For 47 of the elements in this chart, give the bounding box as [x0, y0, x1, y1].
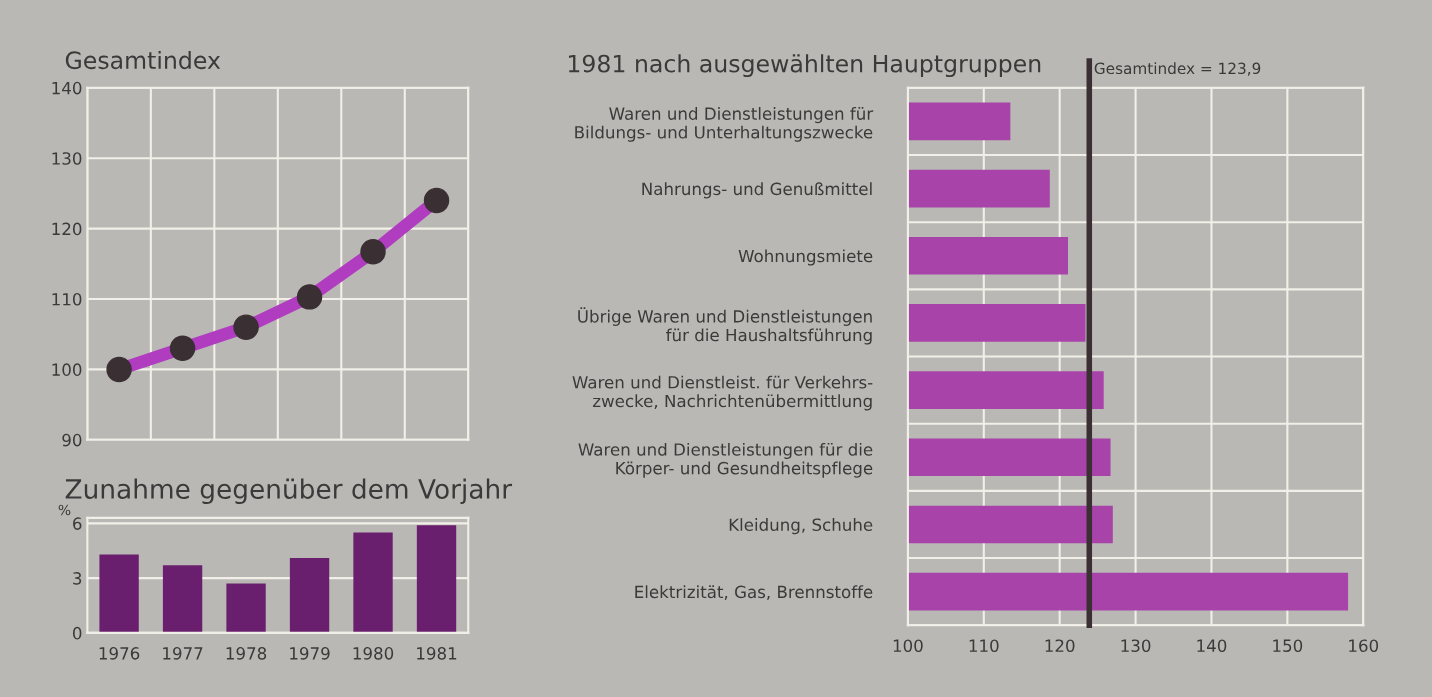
point	[296, 284, 323, 310]
x-tick-label: 120	[1045, 639, 1075, 652]
y-tick-label: Elektrizität, Gas, Brennstoffe	[635, 585, 873, 600]
y-tick-label: 100	[52, 363, 82, 376]
y-tick-label: 6	[73, 517, 82, 530]
y-tick-label: Übrige Waren und Dienstleistungen für die Haushaltsführung	[578, 307, 872, 345]
bar	[353, 532, 393, 633]
x-tick-label: 130	[1121, 639, 1151, 652]
point	[106, 356, 132, 383]
point	[233, 314, 259, 340]
bar	[99, 554, 139, 633]
chart-title: 1981 nach ausgewählten Hauptgruppen	[568, 54, 1041, 78]
y-tick-label: 140	[52, 81, 82, 95]
x-tick-label: 150	[1273, 639, 1303, 652]
bar	[162, 565, 203, 633]
y-tick-label: 120	[52, 222, 82, 236]
y-tick-label: Nahrungs- und Genußmittel	[642, 182, 872, 199]
y-tick-label: Waren und Dienstleist. für Verkehrs- zwecke, Nachrichtenübermittlung	[572, 375, 873, 411]
chart-title: Gesamtindex	[65, 50, 221, 70]
y-tick-label: 0	[72, 626, 82, 640]
x-tick-label: 160	[1349, 639, 1379, 652]
x-tick-label: 1981	[417, 647, 457, 660]
x-tick-label: 1980	[353, 647, 394, 660]
point	[169, 335, 196, 362]
x-tick-label: 1978	[226, 647, 267, 660]
x-tick-label: 1977	[163, 647, 203, 660]
chart-title: Zunahme gegenüber dem Vorjahr	[65, 478, 513, 505]
bar	[416, 525, 457, 633]
bar	[289, 558, 330, 633]
ref-line-label: Gesamtindex = 123,9	[1094, 62, 1261, 76]
y-tick-label: Kleidung, Schuhe	[729, 518, 873, 535]
y-tick-label: Waren und Dienstleistungen für die Körper- und Gesundheitspflege	[578, 442, 873, 478]
y-axis-title: %	[58, 504, 71, 516]
x-tick-label: 110	[969, 639, 999, 652]
x-tick-label: 1979	[290, 647, 330, 660]
y-tick-label: 110	[52, 292, 82, 306]
point	[360, 239, 386, 265]
bar	[226, 583, 266, 633]
x-tick-label: 100	[893, 639, 923, 652]
point	[423, 187, 450, 214]
y-tick-label: Wohnungsmiete	[738, 249, 873, 266]
y-tick-label: 3	[73, 572, 82, 585]
x-tick-label: 1976	[99, 647, 140, 660]
y-tick-label: 90	[62, 433, 82, 447]
y-tick-label: 130	[52, 152, 82, 165]
x-tick-label: 140	[1197, 639, 1227, 652]
y-tick-label: Waren und Dienstleistungen für Bildungs- und Unterhaltungszwecke	[575, 107, 874, 142]
